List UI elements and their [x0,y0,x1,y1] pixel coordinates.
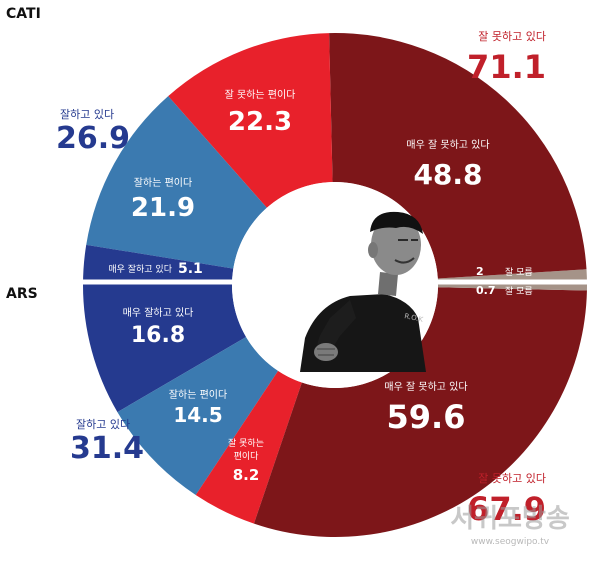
cati-good-total-value: 26.9 [56,121,130,156]
ars-good-total-label: 잘하고 있다 [76,417,130,431]
cati-very-good-value: 5.1 [178,261,203,277]
ars-bad-total-value: 67.9 [467,490,546,528]
cati-very-good-label: 매우 잘하고 있다 [108,263,172,275]
ars-segment-4 [437,285,587,291]
section-label-cati: CATI [6,6,41,22]
cati-segment-1 [329,33,587,279]
cati-dont-know-label: 잘 모름 [505,266,533,278]
ars-good-total-value: 31.4 [70,431,144,466]
ars-segment-1 [117,336,279,496]
ars-very-bad-label: 매우 잘 못하고 있다 [384,380,467,393]
cati-good-total-label: 잘하고 있다 [60,107,114,121]
cati-somewhat-good-label: 잘하는 편이다 [134,176,192,189]
ars-somewhat-bad-label-line2: 편이다 [234,450,260,462]
cati-very-bad-value: 48.8 [413,158,482,191]
cati-segment-3 [86,96,267,269]
cati-segment-4 [83,244,234,285]
shirt-logo-text: R.O.K [404,312,425,324]
chart-segments [83,33,587,537]
ars-very-bad-value: 59.6 [387,398,466,436]
watermark-url: www.seogwipo.tv [471,537,550,547]
section-label-ars: ARS [6,286,38,302]
ars-somewhat-good-value: 14.5 [173,403,222,427]
cati-somewhat-bad-value: 22.3 [228,107,292,137]
ars-bad-total-label: 잘 못하고 있다 [478,471,546,485]
ars-somewhat-good-label: 잘하는 편이다 [169,388,227,401]
cati-somewhat-bad-label: 잘 못하는 편이다 [225,88,296,101]
ars-segment-3 [253,287,587,537]
ars-segment-2 [195,370,302,524]
person-photo: R.O.K [300,211,426,372]
ars-very-good-value: 16.8 [131,323,185,348]
ars-very-good-label: 매우 잘하고 있다 [123,306,194,319]
cati-bad-total-label: 잘 못하고 있다 [478,29,546,43]
ars-segment-0 [83,285,247,413]
ars-somewhat-bad-value: 8.2 [233,466,260,484]
cati-dont-know-value: 2 [476,265,484,278]
watermark-brand: 서귀포방송 [450,504,570,534]
ars-dont-know-label: 잘 모름 [505,285,533,297]
cati-somewhat-good-value: 21.9 [131,193,195,223]
cati-very-bad-label: 매우 잘 못하고 있다 [406,138,489,151]
ars-dont-know-value: 0.7 [476,284,496,297]
cati-bad-total-value: 71.1 [467,48,546,86]
cati-segment-2 [168,33,333,208]
ars-somewhat-bad-label-line1: 잘 못하는 [228,437,264,449]
